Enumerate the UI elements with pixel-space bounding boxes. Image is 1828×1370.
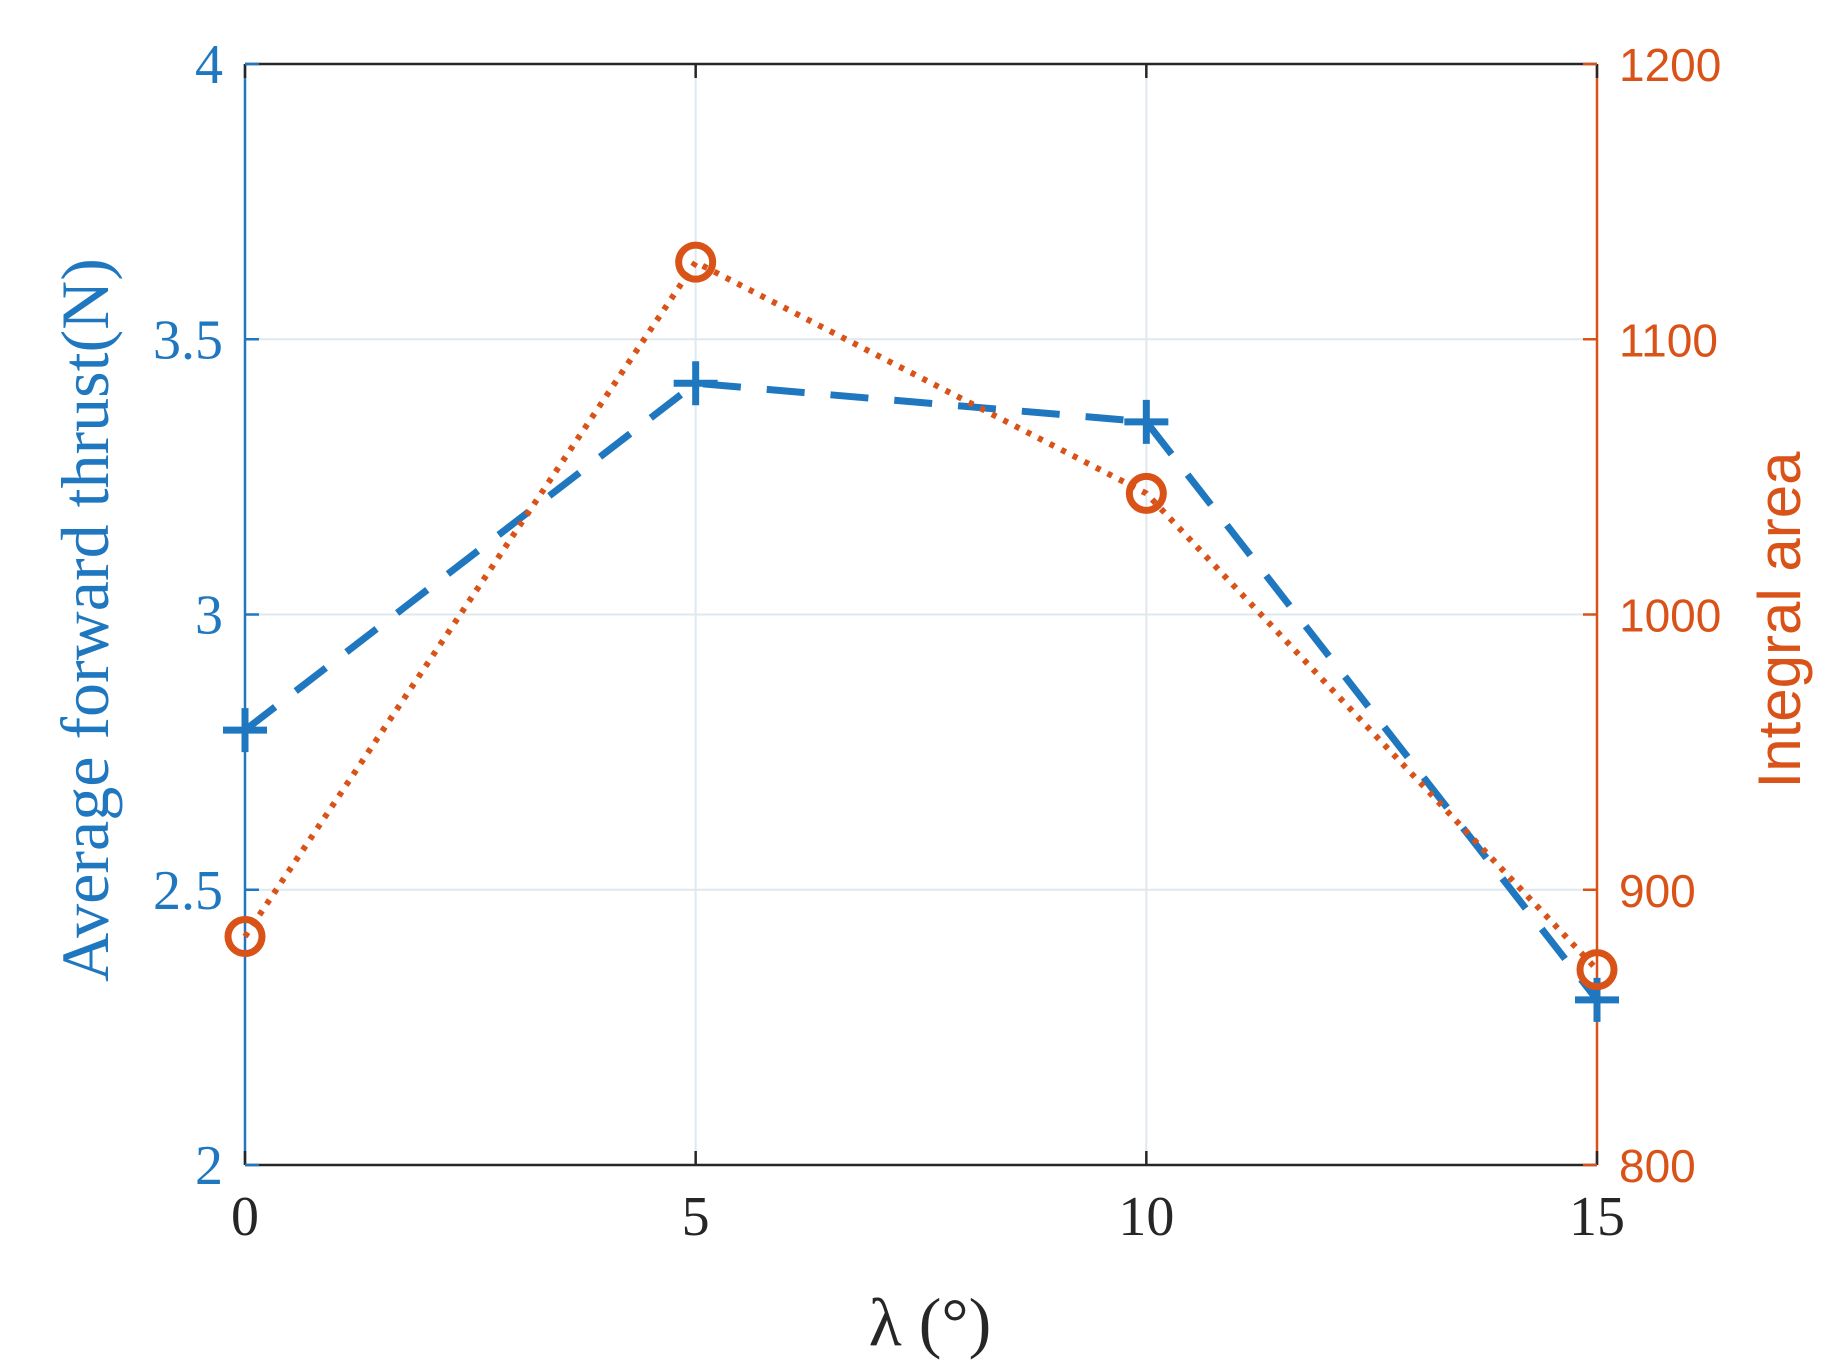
circle-marker	[224, 916, 266, 958]
thrust-series	[223, 361, 1619, 1022]
x-tick-label: 5	[682, 1186, 710, 1248]
integral-area-series	[224, 241, 1618, 991]
left-y-axis-label: Average forward thrust(N)	[47, 258, 123, 982]
right-y-axis-label: Integral area	[1746, 451, 1813, 789]
right-y-tick-label: 800	[1619, 1140, 1696, 1192]
left-y-tick-label: 3	[195, 585, 223, 647]
right-y-tick-label: 900	[1619, 865, 1696, 917]
series-line	[242, 379, 1600, 1003]
series-line	[242, 258, 1600, 972]
plus-marker	[1124, 399, 1169, 444]
plus-marker	[223, 708, 267, 753]
x-tick-label: 10	[1118, 1186, 1174, 1248]
left-y-tick-label: 2.5	[153, 860, 223, 922]
circle-marker	[675, 241, 717, 283]
x-tick-label: 0	[231, 1186, 259, 1248]
left-y-tick-label: 2	[195, 1135, 223, 1197]
left-y-tick-label: 3.5	[153, 309, 223, 371]
x-tick-label: 15	[1569, 1186, 1625, 1248]
circle-marker	[1576, 949, 1618, 991]
plus-marker	[673, 361, 718, 406]
series	[223, 241, 1619, 1022]
x-axis-label: λ (°)	[869, 1284, 991, 1360]
ticks: 0 5 10 15 2 2.5 3 3.5 4 800 900 1000 1100 1200	[153, 34, 1721, 1248]
grid	[245, 64, 1597, 1165]
right-y-tick-label: 1200	[1619, 39, 1721, 91]
left-y-tick-label: 4	[195, 34, 223, 96]
circle-marker	[1125, 472, 1167, 514]
right-y-tick-label: 1000	[1619, 590, 1721, 642]
right-y-tick-label: 1100	[1619, 314, 1718, 366]
